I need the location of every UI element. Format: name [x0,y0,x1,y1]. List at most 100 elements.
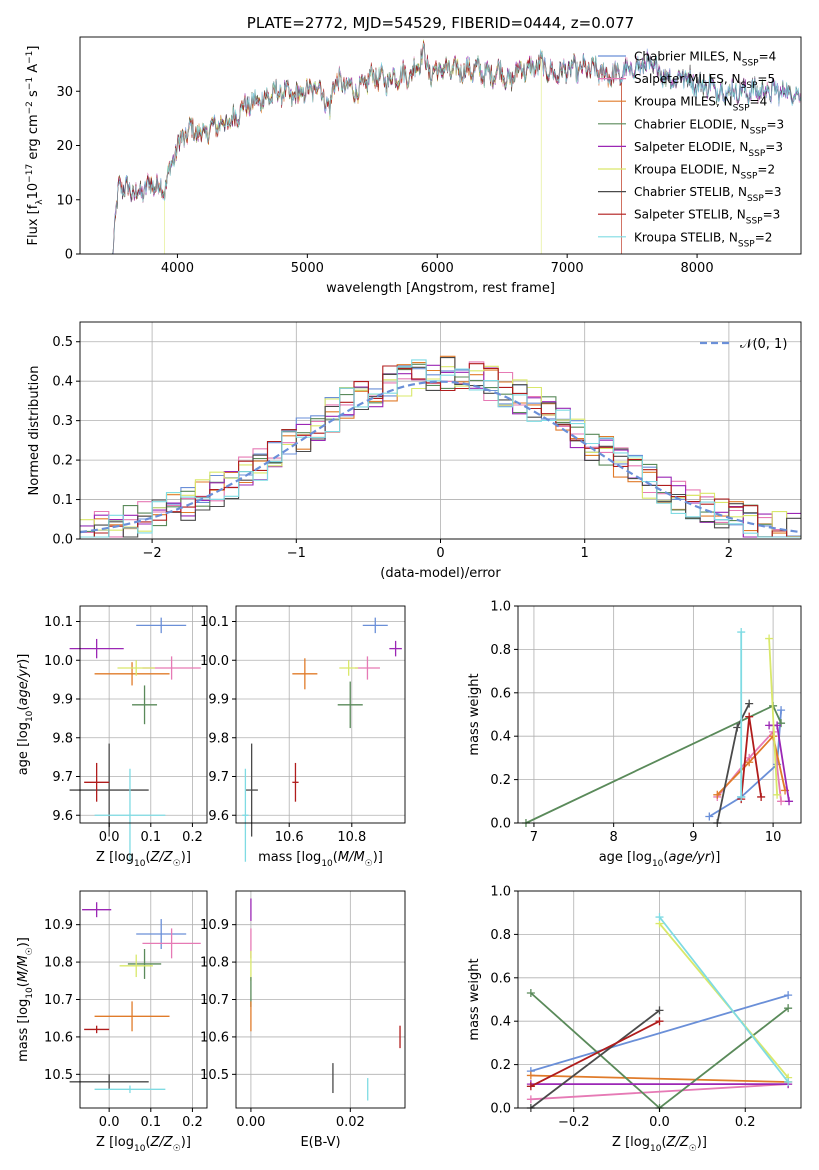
x-axis-label: Z [log10(Z/Z☉)] [96,1135,191,1154]
spectrum-line-salpeter_stelib [112,40,622,255]
x-axis-label: wavelength [Angstrom, rest frame] [326,281,555,296]
axes-frame [235,605,406,824]
y-axis-label: Normed distribution [27,366,42,496]
weight-line-kroupa_stelib [658,916,789,1083]
x-axis-label: Z [log10(Z/Z☉)] [96,850,191,869]
spectrum-line-kroupa_stelib [112,42,801,254]
plot-area [242,617,402,862]
weight-marker-salpeter_miles [777,797,786,806]
z-weight-panel: −0.2 0.0 0.2 0.0 0.2 0.4 0.6 0.8 1.0 Z [log10(Z/Z… [467,885,802,1154]
normal-curve [79,380,802,534]
y-tick-label: 0.4 [52,375,73,390]
weight-marker-salpeter_stelib [745,712,754,721]
y-tick-label: 9.9 [52,693,73,708]
y-axis-label: mass weight [467,673,482,755]
weight-marker-kroupa_stelib [655,913,664,922]
x-tick-label: 0.1 [140,1115,161,1130]
y-tick-label: 0.8 [490,928,511,943]
weight-marker-salpeter_elodie [785,797,794,806]
y-tick-label: 10.0 [44,654,73,669]
x-axis-label: Z [log10(Z/Z☉)] [612,1135,707,1154]
weight-marker-kroupa_stelib [737,628,746,637]
mass-age-panel: 10.6 10.8 9.6 9.7 9.8 9.9 10.0 10.1 mass [log10(… [200,605,406,869]
weight-marker-kroupa_elodie [773,790,782,799]
y-tick-label: 9.7 [52,770,73,785]
weight-marker-chabrier_miles [784,991,793,1000]
y-axis-label: mass weight [467,958,482,1040]
weight-marker-chabrier_miles [777,706,786,715]
weight-marker-kroupa_miles [526,1071,535,1080]
y-tick-label: 9.9 [208,693,229,708]
x-tick-label: 10.6 [275,830,304,845]
x-axis-label: mass [log10(M/M☉)] [258,850,383,869]
y-tick-label: 0.2 [490,1058,511,1073]
y-tick-label: 10.0 [200,654,229,669]
z-age-panel: 0.0 0.1 0.2 9.6 9.7 9.8 9.9 10.0 10.1 Z [log10(Z/… [16,605,208,869]
plot-area [250,898,401,1101]
legend-entry: 𝒩(0, 1) [740,337,787,352]
x-tick-label: −0.2 [558,1115,590,1130]
weight-line-kroupa_elodie [768,638,778,795]
weight-marker-kroupa_stelib [784,1077,793,1086]
weight-marker-chabrier_stelib [733,723,742,732]
spectrum-line-kroupa_miles [112,43,622,255]
x-tick-label: 9 [689,830,697,845]
y-tick-label: 9.6 [52,809,73,824]
y-tick-label: 0.2 [490,773,511,788]
weight-line-salpeter_stelib [530,1020,660,1088]
weight-line-salpeter_miles [530,1083,789,1101]
legend: 𝒩(0, 1) [700,337,787,352]
x-tick-label: 0.1 [140,830,161,845]
weight-line-chabrier_stelib [530,1009,661,1109]
x-tick-label: 0.2 [182,830,203,845]
y-tick-label: 10.7 [44,993,73,1008]
y-tick-label: 0.0 [490,1102,511,1117]
weight-marker-salpeter_stelib [757,792,766,801]
y-tick-label: 0 [65,248,73,263]
legend-entry: Salpeter STELIB, NSSP=3 [634,208,780,227]
y-tick-label: 10.8 [200,956,229,971]
x-tick-label: 4000 [161,261,194,276]
x-tick-label: 0.0 [99,1115,120,1130]
plot-area [69,617,201,862]
x-tick-label: 0 [436,546,444,561]
x-axis-label: E(B-V) [300,1135,340,1150]
legend: Chabrier MILES, NSSP=4 Salpeter MILES, NS… [598,50,784,249]
x-axis-label: age [log10(age/yr)] [599,850,721,869]
y-tick-label: 0.4 [490,730,511,745]
x-axis-label: (data-model)/error [380,566,501,581]
y-tick-label: 10.5 [200,1068,229,1083]
x-tick-label: 7000 [551,261,584,276]
y-axis-label: mass [log10(M/M☉)] [16,937,35,1062]
x-tick-label: −2 [143,546,162,561]
y-tick-label: 0.8 [490,643,511,658]
weight-marker-chabrier_miles [705,812,714,821]
axes-frame [79,605,208,824]
y-tick-label: 9.7 [208,770,229,785]
spectrum-panel: 4000 5000 6000 7000 8000 0 10 20 30 wavelength [A… [25,36,802,296]
legend-entry: Kroupa ELODIE, NSSP=2 [634,163,775,182]
y-tick-label: 10.8 [44,956,73,971]
weight-marker-salpeter_stelib [655,1017,664,1026]
x-tick-label: 7 [530,830,538,845]
x-tick-label: 0.2 [735,1115,756,1130]
x-tick-label: 10.8 [337,830,366,845]
legend-entry: Kroupa STELIB, NSSP=2 [634,230,772,249]
x-tick-label: 5000 [291,261,324,276]
y-tick-label: 10.9 [44,918,73,933]
histogram-kroupa_stelib [80,359,801,538]
weight-line-chabrier_miles [530,994,789,1072]
weight-marker-chabrier_elodie [526,988,535,997]
y-tick-label: 10.1 [200,615,229,630]
x-tick-label: 0.0 [99,830,120,845]
chart-title: PLATE=2772, MJD=54529, FIBERID=0444, z=0… [247,14,634,32]
y-tick-label: 10.1 [44,615,73,630]
plot-area [521,628,794,827]
weight-marker-chabrier_stelib [745,699,754,708]
weight-marker-kroupa_miles [713,790,722,799]
histogram-salpeter_stelib [80,363,801,538]
y-tick-label: 10.6 [44,1030,73,1045]
y-tick-label: 1.0 [490,885,511,900]
y-tick-label: 9.8 [52,731,73,746]
